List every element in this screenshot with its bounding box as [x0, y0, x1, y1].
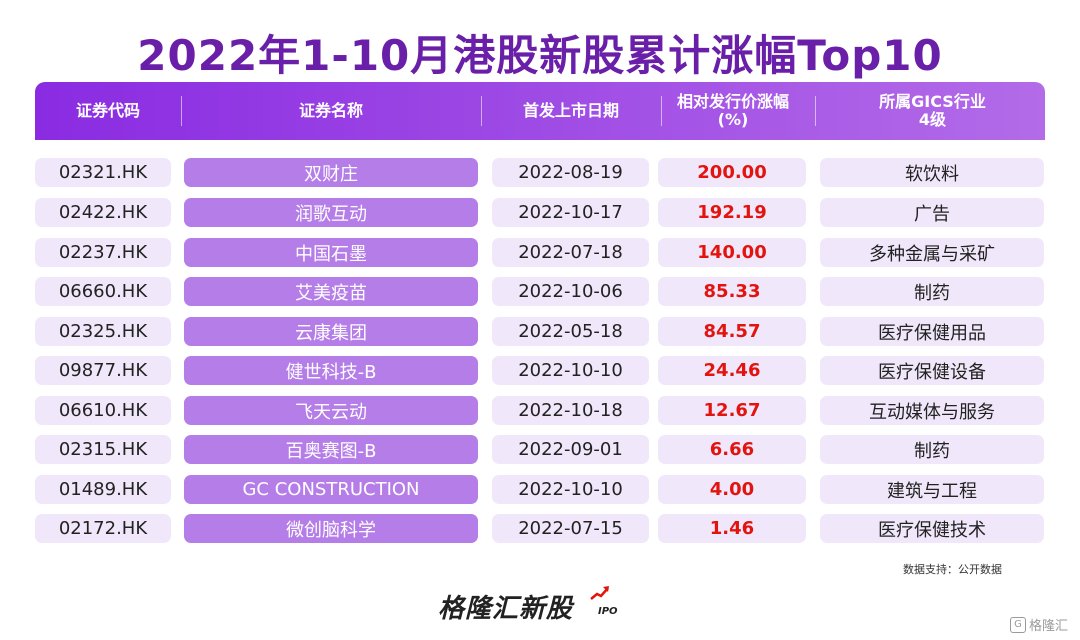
cell-date: 2022-07-18 — [492, 238, 649, 267]
cell-pct: 84.57 — [658, 317, 806, 346]
cell-date: 2022-08-19 — [492, 158, 649, 187]
header-pct-line2: (%) — [717, 110, 749, 129]
cell-name: 飞天云动 — [184, 396, 478, 425]
cell-pct: 6.66 — [658, 435, 806, 464]
cell-name: 双财庄 — [184, 158, 478, 187]
header-divider — [181, 96, 182, 126]
cell-code: 02237.HK — [35, 238, 171, 267]
cell-industry: 制药 — [820, 277, 1044, 306]
header-date: 首发上市日期 — [522, 101, 619, 120]
cell-name: 云康集团 — [184, 317, 478, 346]
cell-pct: 200.00 — [658, 158, 806, 187]
cell-pct: 12.67 — [658, 396, 806, 425]
cell-date: 2022-10-10 — [492, 475, 649, 504]
data-source: 数据支持：公开数据 — [903, 563, 1002, 576]
table-row: 02315.HK 百奥赛图-B 2022-09-01 6.66 制药 — [0, 435, 1080, 467]
cell-name: 百奥赛图-B — [184, 435, 478, 464]
cell-code: 02315.HK — [35, 435, 171, 464]
cell-code: 02325.HK — [35, 317, 171, 346]
brand-ipo-label: IPO — [598, 606, 618, 617]
table-row: 02172.HK 微创脑科学 2022-07-15 1.46 医疗保健技术 — [0, 514, 1080, 546]
brand-logo: 格隆汇新股 — [438, 594, 574, 624]
cell-date: 2022-10-06 — [492, 277, 649, 306]
cell-name: GC CONSTRUCTION — [184, 475, 478, 504]
table-row: 02325.HK 云康集团 2022-05-18 84.57 医疗保健用品 — [0, 317, 1080, 349]
cell-industry: 广告 — [820, 198, 1044, 227]
cell-name: 润歌互动 — [184, 198, 478, 227]
cell-industry: 医疗保健技术 — [820, 514, 1044, 543]
cell-pct: 192.19 — [658, 198, 806, 227]
table-row: 06610.HK 飞天云动 2022-10-18 12.67 互动媒体与服务 — [0, 396, 1080, 428]
table-row: 02321.HK 双财庄 2022-08-19 200.00 软饮料 — [0, 158, 1080, 190]
cell-industry: 医疗保健用品 — [820, 317, 1044, 346]
cell-pct: 1.46 — [658, 514, 806, 543]
table-row: 02237.HK 中国石墨 2022-07-18 140.00 多种金属与采矿 — [0, 238, 1080, 270]
trend-arrow-icon — [590, 586, 609, 600]
header-industry: 所属GICS行业 4级 — [820, 82, 1045, 140]
cell-date: 2022-07-15 — [492, 514, 649, 543]
header-industry-line2: 4级 — [918, 110, 947, 129]
cell-pct: 24.46 — [658, 356, 806, 385]
cell-name: 微创脑科学 — [184, 514, 478, 543]
watermark: G 格隆汇 — [1009, 615, 1068, 634]
cell-industry: 多种金属与采矿 — [820, 238, 1044, 267]
table-row: 09877.HK 健世科技-B 2022-10-10 24.46 医疗保健设备 — [0, 356, 1080, 388]
cell-code: 09877.HK — [35, 356, 171, 385]
table-row: 02422.HK 润歌互动 2022-10-17 192.19 广告 — [0, 198, 1080, 230]
cell-code: 02172.HK — [35, 514, 171, 543]
watermark-text: 格隆汇 — [1028, 619, 1068, 634]
cell-industry: 软饮料 — [820, 158, 1044, 187]
header-divider — [815, 96, 816, 126]
cell-date: 2022-10-10 — [492, 356, 649, 385]
cell-code: 02422.HK — [35, 198, 171, 227]
cell-industry: 互动媒体与服务 — [820, 396, 1044, 425]
header-name: 证券名称 — [298, 101, 363, 120]
cell-code: 06660.HK — [35, 277, 171, 306]
cell-date: 2022-09-01 — [492, 435, 649, 464]
cell-code: 02321.HK — [35, 158, 171, 187]
header-code: 证券代码 — [75, 101, 140, 120]
watermark-logo-icon: G — [1009, 616, 1026, 633]
cell-industry: 医疗保健设备 — [820, 356, 1044, 385]
cell-pct: 85.33 — [658, 277, 806, 306]
cell-code: 01489.HK — [35, 475, 171, 504]
header-divider — [661, 96, 662, 126]
cell-date: 2022-05-18 — [492, 317, 649, 346]
cell-industry: 制药 — [820, 435, 1044, 464]
header-pct-line1: 相对发行价涨幅 — [676, 92, 789, 111]
header-pct: 相对发行价涨幅 (%) — [653, 82, 813, 140]
cell-name: 艾美疫苗 — [184, 277, 478, 306]
cell-date: 2022-10-17 — [492, 198, 649, 227]
cell-industry: 建筑与工程 — [820, 475, 1044, 504]
header-industry-line1: 所属GICS行业 — [879, 92, 986, 111]
cell-name: 中国石墨 — [184, 238, 478, 267]
cell-pct: 4.00 — [658, 475, 806, 504]
header-divider — [481, 96, 482, 126]
cell-name: 健世科技-B — [184, 356, 478, 385]
table-row: 06660.HK 艾美疫苗 2022-10-06 85.33 制药 — [0, 277, 1080, 309]
cell-date: 2022-10-18 — [492, 396, 649, 425]
table-row: 01489.HK GC CONSTRUCTION 2022-10-10 4.00… — [0, 475, 1080, 507]
table-header: 证券代码 证券名称 首发上市日期 相对发行价涨幅 (%) 所属GICS行业 4级 — [35, 82, 1045, 140]
page-title: 2022年1-10月港股新股累计涨幅Top10 — [137, 31, 943, 80]
cell-code: 06610.HK — [35, 396, 171, 425]
cell-pct: 140.00 — [658, 238, 806, 267]
